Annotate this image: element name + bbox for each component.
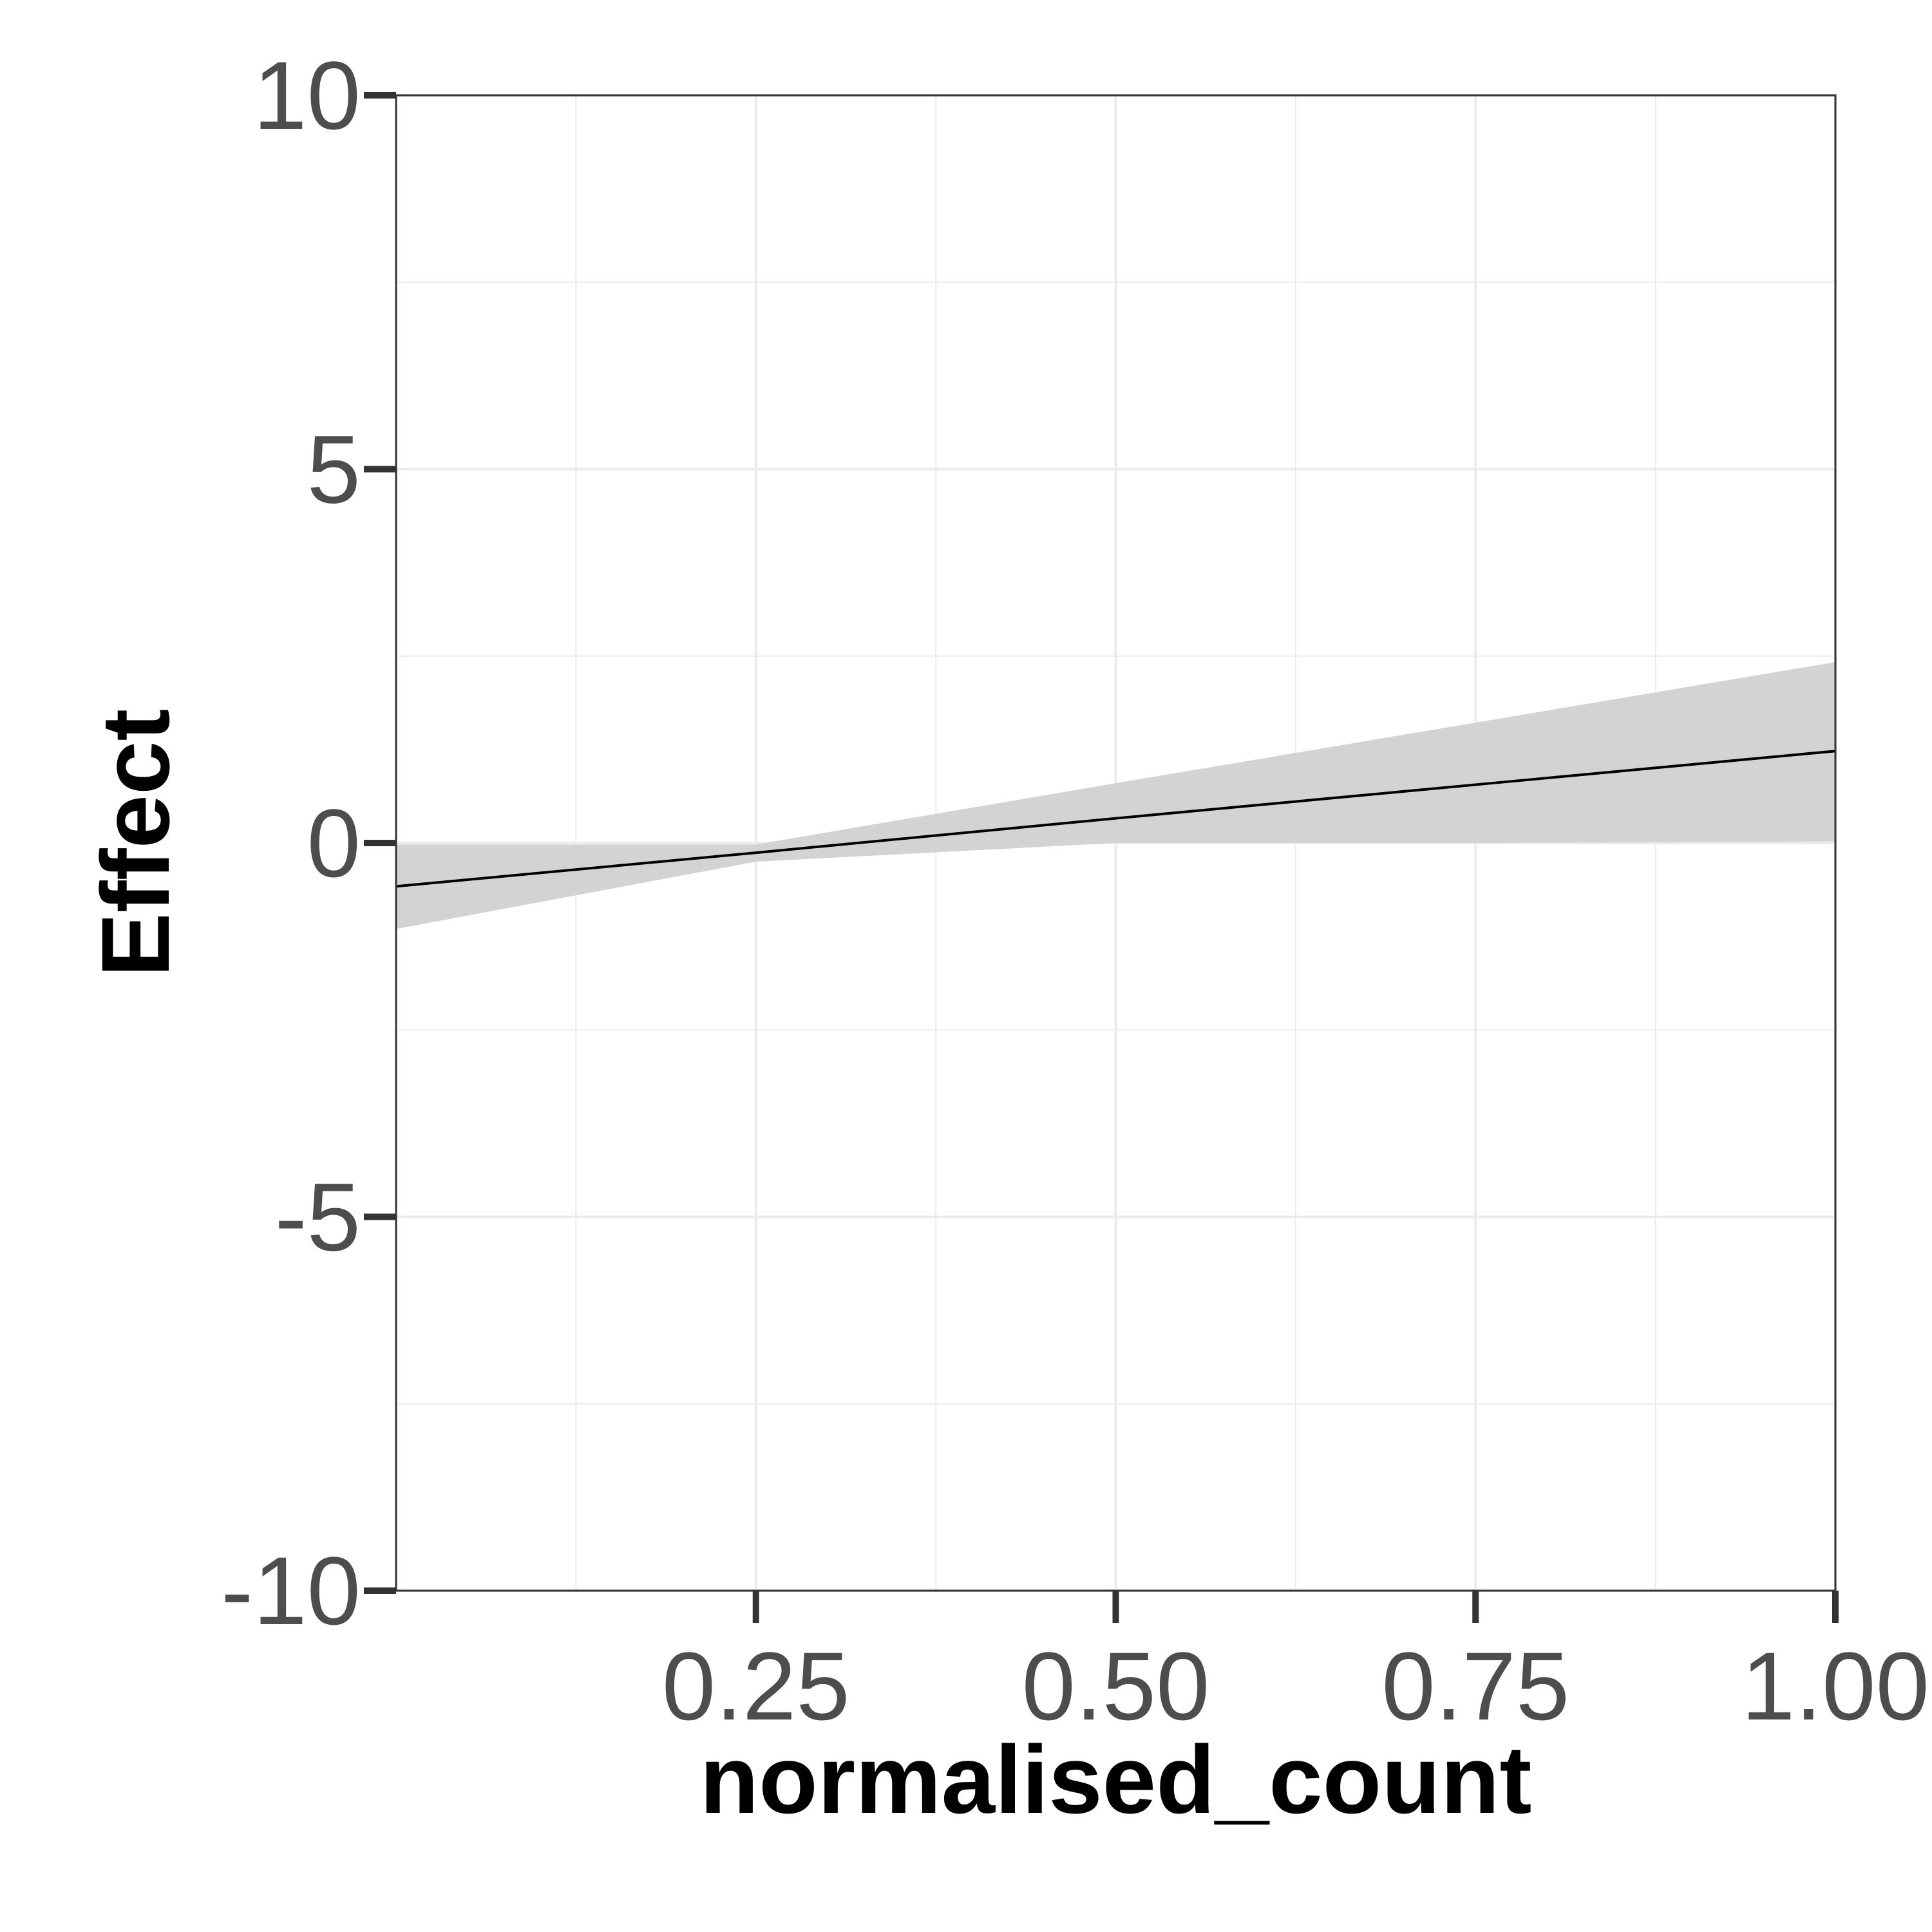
x-tick-label: 0.50 — [1022, 1632, 1210, 1740]
confidence-ribbon — [396, 662, 1835, 929]
y-tick-label: 10 — [253, 41, 361, 149]
x-tick-label: 0.75 — [1381, 1632, 1569, 1740]
axes: -10 -5 0 5 10 0.25 0.50 0.75 1.00 — [221, 41, 1929, 1740]
x-axis-title: normalised_count — [700, 1725, 1532, 1833]
y-axis-title: Effect — [81, 709, 189, 978]
y-tick-label: -5 — [275, 1163, 361, 1271]
y-tick-label: 5 — [307, 415, 361, 524]
y-tick-label: 0 — [307, 789, 361, 897]
series-group — [395, 750, 1836, 888]
y-tick-label: -10 — [221, 1537, 361, 1645]
x-tick-label: 0.25 — [662, 1632, 850, 1740]
confidence-ribbon-group — [396, 662, 1835, 929]
x-tick-label: 1.00 — [1741, 1632, 1929, 1740]
effect-line — [395, 750, 1836, 888]
